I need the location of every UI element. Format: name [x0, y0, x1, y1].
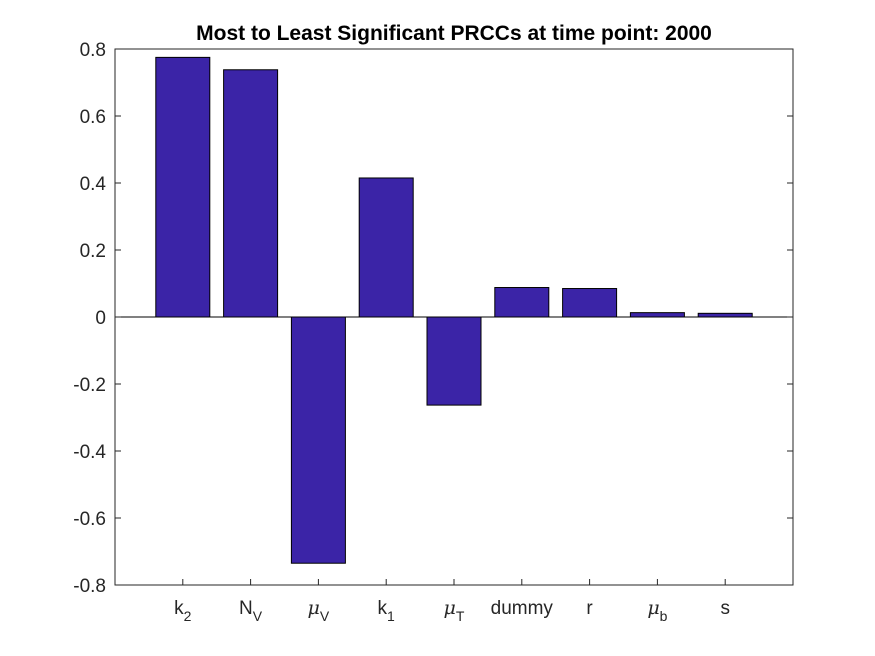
y-tick-label: 0.4 [80, 174, 107, 195]
bar-6 [562, 288, 618, 318]
bar-0 [155, 56, 211, 318]
bar-8 [697, 312, 753, 318]
x-tick-label: μT [444, 597, 465, 624]
x-tick-label: μV [308, 597, 330, 624]
y-tick-label: -0.4 [73, 442, 106, 463]
bar-2 [290, 316, 346, 564]
x-tick-label: r [586, 598, 593, 619]
bar-1 [223, 69, 279, 318]
x-tick-label: k2 [174, 598, 192, 624]
x-tick-label: μb [647, 597, 667, 624]
bar-7 [629, 312, 685, 318]
x-tick-label: NV [239, 598, 263, 624]
bar-3 [358, 177, 414, 318]
y-tick-label: 0.8 [80, 40, 106, 61]
y-tick-label: -0.6 [73, 509, 106, 530]
y-tick-label: 0.6 [80, 107, 106, 128]
x-tick-label: k1 [378, 598, 396, 624]
y-tick-label: -0.2 [73, 375, 106, 396]
x-tick-label: dummy [491, 598, 554, 619]
y-tick-label: 0 [95, 308, 106, 329]
chart-title: Most to Least Significant PRCCs at time … [196, 22, 712, 45]
y-tick-label: 0.2 [80, 241, 106, 262]
bar-5 [494, 287, 550, 318]
x-tick-label: s [720, 598, 730, 619]
bar-4 [426, 316, 482, 406]
y-tick-label: -0.8 [73, 576, 106, 597]
